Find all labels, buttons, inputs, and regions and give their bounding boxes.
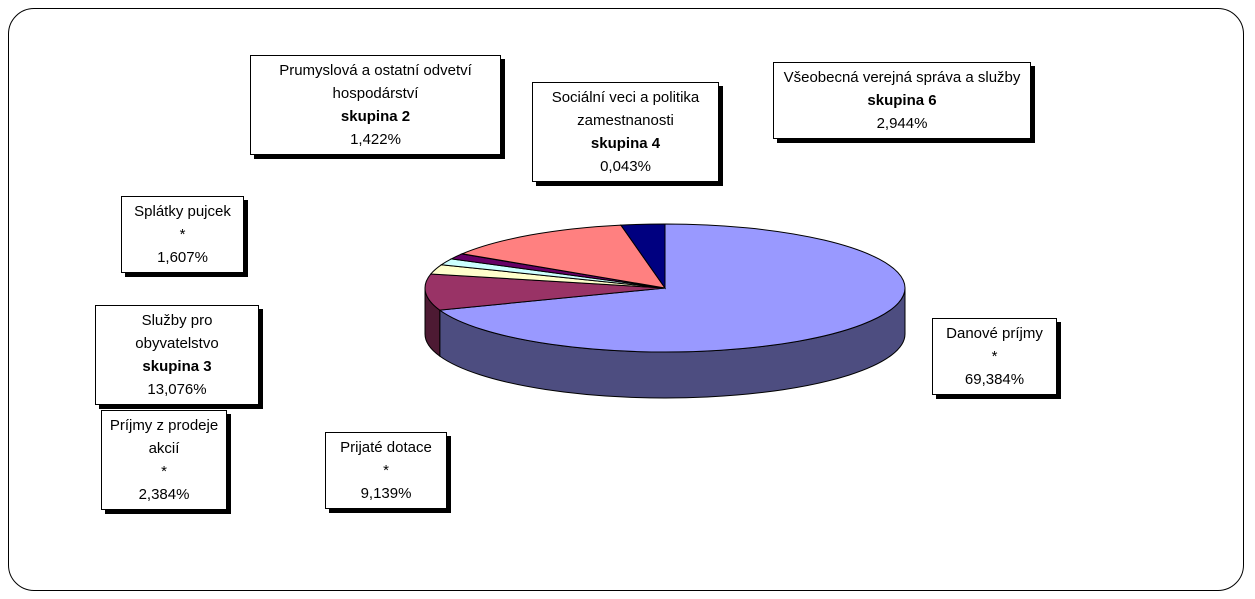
label-value: 69,384% [964,371,1025,388]
slice [438,223,906,353]
label-value: 1,422% [350,131,401,148]
label-value: 13,076% [147,381,207,398]
slice [619,223,666,290]
label-name: Služby pro obyvatelstvo [135,312,219,352]
label-group: skupina 6 [867,92,937,109]
label-group: * [179,226,186,243]
label-group: skupina 3 [142,358,212,375]
label-value: 0,043% [600,158,651,175]
label-group: skupina 2 [340,108,411,125]
data-label: Všeobecná verejná správa a služby skupina… [773,62,1031,139]
data-label: Danové príjmy * 69,384% [932,318,1057,395]
label-name: Splátky pujcek [134,203,231,220]
label-name: Prumyslová a ostatní odvetví hospodárstv… [279,62,472,102]
chart-frame [8,8,1244,591]
data-label: Splátky pujcek * 1,607% [121,196,244,273]
label-name: Príjmy z prodeje akcií [109,417,219,457]
data-label: Prumyslová a ostatní odvetví hospodárstv… [250,55,501,155]
label-value: 1,607% [157,249,208,266]
slice [424,273,666,311]
label-name: Všeobecná verejná správa a služby [783,69,1021,86]
label-group: skupina 4 [590,135,661,152]
label-name: Sociální veci a politika zamestnanosti [551,89,700,129]
label-group: * [991,348,998,365]
label-group: * [383,462,389,479]
data-label: Príjmy z prodeje akcií * 2,384% [101,410,227,510]
label-name: Prijaté dotace [340,439,432,456]
data-label: Sociální veci a politika zamestnanosti sk… [532,82,719,182]
label-value: 9,139% [360,485,412,502]
slice [460,224,667,289]
label-value: 2,384% [138,486,190,503]
label-value: 2,944% [876,115,928,132]
label-group: * [161,463,167,480]
data-label: Služby pro obyvatelstvo skupina 3 13,076% [95,305,259,405]
data-label: Prijaté dotace * 9,139% [325,432,447,509]
label-name: Danové príjmy [946,325,1043,342]
